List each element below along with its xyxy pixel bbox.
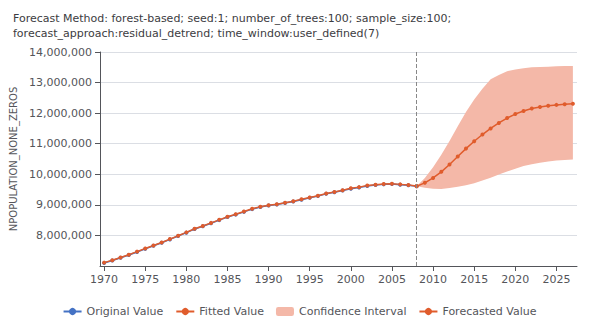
svg-text:2020: 2020 (501, 273, 529, 286)
svg-text:14,000,000: 14,000,000 (29, 46, 92, 59)
svg-text:forecast_approach:residual_det: forecast_approach:residual_detrend; time… (13, 27, 379, 40)
svg-text:Confidence Interval: Confidence Interval (299, 305, 406, 318)
svg-text:1995: 1995 (296, 273, 324, 286)
svg-text:2015: 2015 (460, 273, 488, 286)
svg-text:1985: 1985 (213, 273, 241, 286)
svg-text:1990: 1990 (255, 273, 283, 286)
svg-text:8,000,000: 8,000,000 (36, 229, 92, 242)
svg-text:2005: 2005 (378, 273, 406, 286)
svg-text:NPOPULATION_NONE_ZEROS: NPOPULATION_NONE_ZEROS (8, 87, 20, 232)
svg-text:12,000,000: 12,000,000 (29, 107, 92, 120)
svg-text:Fitted Value: Fitted Value (199, 305, 264, 318)
svg-text:10,000,000: 10,000,000 (29, 168, 92, 181)
svg-text:1970: 1970 (90, 273, 118, 286)
svg-text:11,000,000: 11,000,000 (29, 137, 92, 150)
svg-text:1975: 1975 (131, 273, 159, 286)
svg-text:13,000,000: 13,000,000 (29, 76, 92, 89)
svg-text:9,000,000: 9,000,000 (36, 198, 92, 211)
svg-text:Original Value: Original Value (87, 305, 164, 318)
svg-text:2000: 2000 (337, 273, 365, 286)
svg-text:2025: 2025 (542, 273, 570, 286)
svg-text:2010: 2010 (419, 273, 447, 286)
svg-text:Forecasted Value: Forecasted Value (442, 305, 536, 318)
svg-text:1980: 1980 (172, 273, 200, 286)
svg-text:Forecast Method: forest-based;: Forecast Method: forest-based; seed:1; n… (13, 12, 451, 25)
